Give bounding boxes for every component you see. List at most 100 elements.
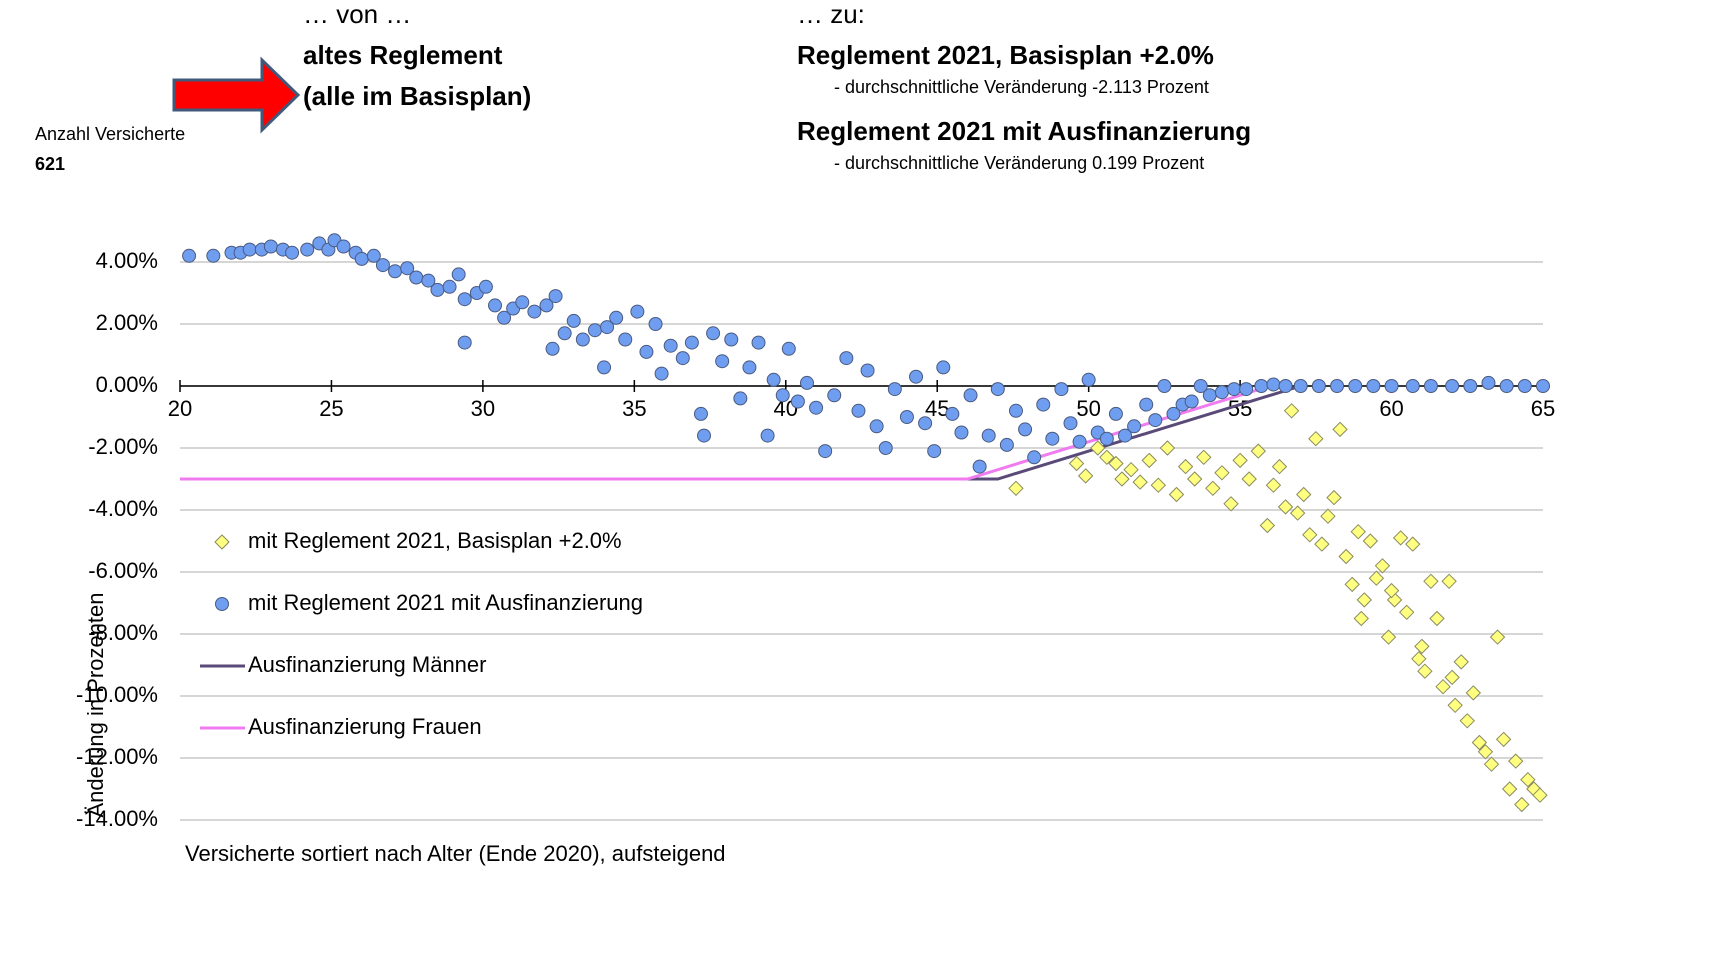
x-tick-label: 30 — [471, 396, 495, 421]
point — [1311, 379, 1326, 393]
point — [1517, 379, 1532, 393]
legend-label: Ausfinanzierung Männer — [248, 652, 486, 677]
point — [1405, 379, 1420, 393]
point — [733, 391, 748, 406]
point — [648, 317, 663, 331]
point — [1289, 505, 1306, 521]
point — [388, 264, 403, 279]
point — [1081, 372, 1096, 387]
legend-swatch — [215, 597, 229, 611]
point — [706, 326, 721, 341]
point — [300, 242, 315, 257]
point — [684, 335, 699, 350]
point — [790, 394, 805, 409]
legend-swatch — [214, 534, 230, 550]
point — [1114, 471, 1130, 487]
legend-label: Ausfinanzierung Frauen — [248, 714, 482, 739]
point — [1254, 379, 1269, 393]
count-label: Anzahl Versicherte — [35, 124, 185, 144]
point — [1008, 403, 1023, 418]
point — [981, 428, 996, 443]
arrow — [172, 56, 301, 134]
point — [781, 341, 796, 356]
point — [1077, 468, 1094, 484]
point — [1350, 523, 1366, 540]
point — [1293, 379, 1308, 393]
point — [366, 248, 381, 263]
y-tick-label: -8.00% — [88, 620, 158, 645]
x-tick-label: 35 — [622, 396, 646, 421]
point — [1332, 421, 1348, 438]
point — [609, 310, 624, 325]
point — [724, 332, 739, 347]
point — [1380, 629, 1397, 645]
point — [1223, 496, 1239, 512]
point — [1459, 713, 1475, 729]
point — [375, 258, 390, 273]
point — [1384, 379, 1399, 393]
point — [990, 382, 1005, 397]
y-tick-label: -12.00% — [76, 744, 158, 769]
point — [936, 360, 951, 375]
point — [1168, 486, 1185, 503]
point — [1308, 430, 1324, 447]
point — [488, 298, 503, 313]
point — [945, 406, 960, 421]
point — [675, 351, 690, 366]
point — [1348, 379, 1363, 393]
point — [1392, 530, 1409, 546]
point — [1366, 379, 1381, 393]
point — [1423, 379, 1438, 393]
point — [909, 369, 924, 384]
point — [1177, 458, 1194, 475]
point — [1072, 434, 1087, 449]
point — [766, 372, 781, 387]
point — [1108, 406, 1123, 421]
point — [1338, 548, 1354, 565]
from-title: (alle im Basisplan) — [303, 81, 531, 111]
y-tick-label: -10.00% — [76, 682, 158, 707]
point — [1368, 570, 1385, 586]
point — [1386, 592, 1403, 608]
point — [751, 335, 766, 350]
point — [1495, 731, 1512, 748]
point — [1193, 379, 1208, 393]
y-tick-label: 0.00% — [96, 372, 158, 397]
point — [760, 428, 775, 443]
point — [1356, 592, 1373, 608]
point — [442, 279, 457, 294]
count: 621 — [35, 154, 65, 174]
point — [336, 239, 351, 254]
point — [1157, 379, 1172, 393]
point — [548, 289, 563, 304]
point — [400, 261, 415, 276]
point — [1463, 379, 1478, 393]
point — [1127, 419, 1142, 434]
point — [1514, 796, 1530, 813]
point — [1283, 403, 1300, 419]
point — [839, 351, 854, 366]
point — [597, 360, 612, 375]
point — [1266, 377, 1281, 392]
point — [587, 323, 602, 338]
point — [851, 403, 866, 418]
point — [1139, 397, 1154, 412]
point — [1214, 465, 1230, 481]
point — [1499, 379, 1514, 393]
point — [1536, 379, 1550, 393]
point — [1108, 455, 1124, 472]
x-tick-label: 60 — [1379, 396, 1403, 421]
point — [1314, 536, 1330, 552]
point — [1227, 382, 1242, 397]
point — [869, 419, 884, 434]
point — [1271, 458, 1288, 475]
point — [1045, 431, 1060, 446]
point — [1326, 489, 1342, 506]
point — [809, 400, 824, 415]
point — [600, 320, 615, 335]
point — [1186, 471, 1203, 487]
y-tick-label: -4.00% — [88, 496, 158, 521]
point — [1501, 781, 1518, 797]
point — [1008, 480, 1024, 497]
